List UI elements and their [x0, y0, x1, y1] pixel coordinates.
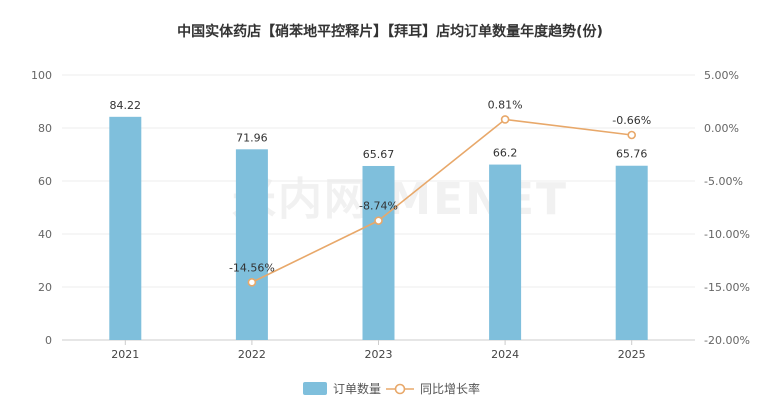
- growth-line: [251, 118, 632, 284]
- bar: [615, 165, 648, 340]
- left-axis-tick-label: 60: [38, 175, 52, 188]
- left-axis-tick-label: 20: [38, 281, 52, 294]
- growth-value-label: 0.81%: [488, 98, 523, 111]
- right-axis-tick-label: 0.00%: [704, 122, 739, 135]
- bar: [109, 116, 142, 340]
- growth-value-label: -0.66%: [612, 114, 651, 127]
- right-axis-tick-label: -20.00%: [704, 334, 750, 347]
- right-axis-tick-label: -15.00%: [704, 281, 750, 294]
- right-axis: -20.00% -15.00% -10.00% -5.00% 0.00% 5.00%: [704, 69, 750, 347]
- legend: 订单数量 同比增长率: [303, 381, 480, 396]
- line-series: -14.56% -8.74% 0.81% -0.66%: [229, 98, 651, 287]
- bar-value-label: 66.2: [493, 147, 518, 160]
- bar-value-label: 65.76: [616, 148, 648, 161]
- x-axis-tick-label: 2022: [238, 348, 266, 361]
- bar: [489, 164, 522, 340]
- x-axis-tick-label: 2023: [365, 348, 393, 361]
- left-axis-tick-label: 80: [38, 122, 52, 135]
- bar: [235, 149, 268, 340]
- right-axis-tick-label: 5.00%: [704, 69, 739, 82]
- legend-swatch-marker: [394, 383, 406, 395]
- x-axis: 2021 2022 2023 2024 2025: [111, 340, 646, 361]
- left-axis-tick-label: 0: [45, 334, 52, 347]
- left-axis: 0 20 40 60 80 100: [31, 69, 52, 347]
- bar-series: 84.22 71.96 65.67 66.2 65.76: [109, 99, 648, 340]
- growth-point: [247, 278, 257, 287]
- x-axis-tick-label: 2025: [618, 348, 646, 361]
- legend-label-line: 同比增长率: [420, 381, 480, 396]
- bar: [362, 165, 395, 340]
- right-axis-tick-label: -10.00%: [704, 228, 750, 241]
- chart-title: 中国实体药店【硝苯地平控释片】【拜耳】店均订单数量年度趋势(份): [177, 23, 603, 40]
- legend-swatch-bar: [303, 382, 327, 395]
- growth-value-label: -14.56%: [229, 261, 275, 274]
- bar-value-label: 65.67: [363, 148, 395, 161]
- left-axis-tick-label: 100: [31, 69, 52, 82]
- legend-label-bar: 订单数量: [333, 381, 381, 396]
- right-axis-tick-label: -5.00%: [704, 175, 743, 188]
- growth-point: [374, 216, 383, 225]
- left-axis-tick-label: 40: [38, 228, 52, 241]
- bar-value-label: 71.96: [236, 131, 268, 144]
- growth-point: [500, 115, 510, 124]
- x-axis-tick-label: 2024: [491, 348, 519, 361]
- growth-value-label: -8.74%: [359, 200, 398, 213]
- bar-value-label: 84.22: [110, 99, 142, 112]
- x-axis-tick-label: 2021: [111, 348, 139, 361]
- growth-point: [627, 130, 637, 140]
